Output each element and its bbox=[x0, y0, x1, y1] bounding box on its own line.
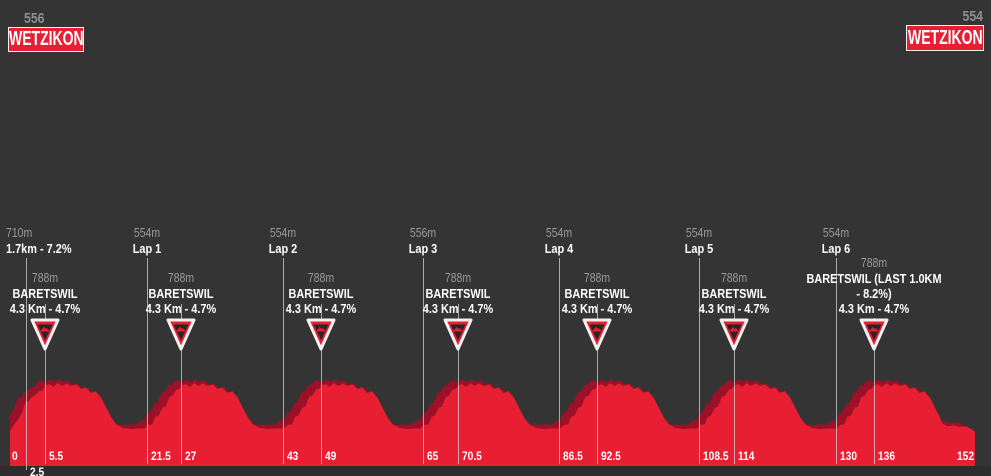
climb-marker: 788m BARETSWIL 4.3 Km - 4.7% bbox=[699, 271, 769, 316]
lap-km-label: 2.5 bbox=[29, 465, 45, 476]
baseline-band bbox=[0, 466, 991, 476]
lap-elevation-label: 556m bbox=[409, 226, 436, 240]
climb-elevation-label: 788m bbox=[720, 271, 748, 285]
lap-marker: 710m 1.7km - 7.2% bbox=[6, 226, 72, 256]
climb-elevation-label: 788m bbox=[860, 256, 887, 270]
lap-marker: 556m Lap 3 bbox=[408, 226, 437, 256]
climb-km-label: 92.5 bbox=[601, 449, 622, 463]
mountain-warning-icon bbox=[719, 318, 749, 351]
lap-label: Lap 2 bbox=[268, 241, 298, 256]
mountain-warning-icon bbox=[306, 318, 336, 351]
climb-detail: 4.3 Km - 4.7% bbox=[698, 301, 770, 316]
lap-elevation-label: 554m bbox=[685, 226, 713, 240]
start-elevation: 556 bbox=[24, 10, 45, 27]
climb-detail: 4.3 Km - 4.7% bbox=[9, 301, 81, 316]
elevation-area bbox=[10, 383, 975, 466]
climb-name: - 8.2%) bbox=[855, 286, 892, 301]
climb-marker-line bbox=[457, 304, 459, 464]
lap-km-label: 86.5 bbox=[563, 449, 584, 463]
climb-detail: 4.3 Km - 4.7% bbox=[285, 301, 357, 316]
lap-marker-line bbox=[559, 258, 561, 464]
lap-marker-line bbox=[146, 258, 148, 464]
mountain-warning-icon bbox=[166, 318, 196, 351]
climb-detail: 4.3 Km - 4.7% bbox=[422, 301, 493, 316]
climb-marker-line bbox=[321, 304, 323, 464]
climb-name: BARETSWIL bbox=[701, 286, 767, 301]
climb-name: BARETSWIL bbox=[12, 286, 78, 301]
climb-marker-line bbox=[597, 304, 599, 464]
lap-marker: 554m Lap 1 bbox=[132, 226, 161, 256]
climb-km-label: 5.5 bbox=[48, 449, 64, 463]
climb-elevation-label: 788m bbox=[444, 271, 471, 285]
mountain-warning-icon bbox=[30, 318, 60, 351]
lap-label: Lap 3 bbox=[408, 241, 438, 256]
lap-km-label: 21.5 bbox=[150, 449, 171, 463]
lap-elevation-label: 554m bbox=[546, 226, 573, 240]
lap-marker: 554m Lap 4 bbox=[545, 226, 574, 256]
climb-elevation-label: 788m bbox=[168, 271, 195, 285]
lap-label: Lap 1 bbox=[132, 241, 161, 256]
lap-marker: 554m Lap 6 bbox=[821, 226, 850, 256]
climb-marker-line bbox=[44, 304, 46, 464]
lap-elevation-label: 554m bbox=[269, 226, 297, 240]
lap-marker-line bbox=[422, 258, 424, 464]
lap-marker-line bbox=[698, 258, 700, 464]
axis-start-label: 0 bbox=[12, 449, 18, 463]
climb-elevation-label: 788m bbox=[584, 271, 611, 285]
climb-detail: 4.3 Km - 4.7% bbox=[562, 301, 633, 316]
lap-km-label: 130 bbox=[839, 449, 857, 463]
climb-name: BARETSWIL bbox=[288, 286, 354, 301]
lap-elevation-label: 554m bbox=[133, 226, 160, 240]
climb-name: BARETSWIL bbox=[148, 286, 214, 301]
finish-elevation: 554 bbox=[962, 8, 983, 25]
climb-marker-line bbox=[181, 304, 183, 464]
climb-km-label: 27 bbox=[185, 449, 197, 463]
climb-marker-line bbox=[873, 318, 875, 464]
climb-km-label: 136 bbox=[877, 449, 895, 463]
climb-name: BARETSWIL bbox=[425, 286, 491, 301]
lap-marker: 554m Lap 5 bbox=[685, 226, 714, 256]
climb-km-label: 70.5 bbox=[461, 449, 482, 463]
lap-km-label: 65 bbox=[426, 449, 439, 463]
climb-elevation-label: 788m bbox=[307, 271, 335, 285]
mountain-warning-icon bbox=[859, 318, 889, 351]
climb-marker: 788m BARETSWIL (LAST 1.0KM - 8.2%) 4.3 Km -… bbox=[806, 256, 941, 316]
lap-elevation-label: 710m bbox=[6, 226, 33, 240]
lap-marker: 554m Lap 2 bbox=[269, 226, 298, 256]
lap-label: Lap 6 bbox=[821, 241, 850, 256]
lap-label: Lap 4 bbox=[544, 241, 574, 256]
mountain-warning-icon bbox=[582, 318, 612, 351]
climb-elevation-label: 788m bbox=[31, 271, 59, 285]
finish-badge: WETZIKON bbox=[906, 25, 984, 51]
climb-marker: 788m BARETSWIL 4.3 Km - 4.7% bbox=[286, 271, 356, 316]
climb-marker: 788m BARETSWIL 4.3 Km - 4.7% bbox=[422, 271, 492, 316]
climb-detail: 4.3 Km - 4.7% bbox=[838, 301, 909, 316]
climb-marker-line bbox=[733, 304, 735, 464]
climb-marker: 788m BARETSWIL 4.3 Km - 4.7% bbox=[562, 271, 632, 316]
axis-end-label: 152 bbox=[956, 449, 974, 463]
mountain-warning-icon bbox=[443, 318, 473, 351]
start-badge: WETZIKON bbox=[8, 27, 84, 52]
lap-label: 1.7km - 7.2% bbox=[6, 241, 72, 256]
climb-detail: 4.3 Km - 4.7% bbox=[146, 301, 217, 316]
lap-km-label: 43 bbox=[287, 449, 299, 463]
lap-label: Lap 5 bbox=[684, 241, 714, 256]
climb-marker: 788m BARETSWIL 4.3 Km - 4.7% bbox=[10, 271, 80, 316]
lap-km-label: 108.5 bbox=[702, 449, 729, 463]
climb-km-label: 114 bbox=[737, 449, 755, 463]
lap-elevation-label: 554m bbox=[822, 226, 849, 240]
lap-marker-line bbox=[283, 258, 285, 464]
lap-marker-line bbox=[835, 258, 837, 464]
lap-marker-line bbox=[25, 258, 27, 470]
climb-name: BARETSWIL (LAST 1.0KM bbox=[806, 271, 942, 286]
climb-name: BARETSWIL bbox=[564, 286, 630, 301]
climb-marker: 788m BARETSWIL 4.3 Km - 4.7% bbox=[146, 271, 216, 316]
climb-km-label: 49 bbox=[325, 449, 337, 463]
